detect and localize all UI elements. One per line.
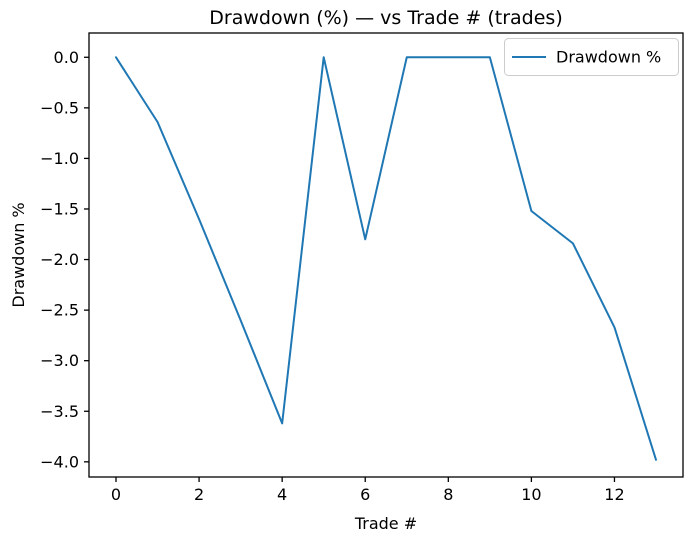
y-tick-label: −3.0 — [40, 351, 79, 370]
legend: Drawdown % — [504, 38, 679, 76]
y-tick-label: −1.5 — [40, 199, 79, 218]
x-axis-ticks: 0 2 4 6 8 10 12 — [111, 477, 625, 504]
y-axis-ticks: 0.0 −0.5 −1.0 −1.5 −2.0 −2.5 −3.0 −3.5 −4.0 — [40, 48, 89, 471]
drawdown-line — [115, 56, 657, 461]
chart-title: Drawdown (%) — vs Trade # (trades) — [209, 7, 562, 29]
y-tick-label: −0.5 — [40, 98, 79, 117]
x-tick-label: 4 — [277, 485, 287, 504]
x-tick-label: 12 — [604, 485, 624, 504]
x-tick-label: 10 — [521, 485, 541, 504]
x-tick-label: 0 — [111, 485, 121, 504]
x-axis-label: Trade # — [354, 514, 417, 533]
plot-area — [88, 32, 684, 478]
y-tick-label: −4.0 — [40, 452, 79, 471]
legend-label: Drawdown % — [556, 48, 661, 67]
x-tick-label: 6 — [360, 485, 370, 504]
x-tick-label: 2 — [194, 485, 204, 504]
y-tick-label: 0.0 — [54, 48, 79, 67]
y-axis-label: Drawdown % — [9, 202, 28, 307]
y-tick-label: −1.0 — [40, 149, 79, 168]
y-tick-label: −2.0 — [40, 250, 79, 269]
series-layer — [115, 56, 657, 461]
legend-box — [504, 38, 679, 76]
y-tick-label: −3.5 — [40, 402, 79, 421]
y-tick-label: −2.5 — [40, 301, 79, 320]
x-tick-label: 8 — [443, 485, 453, 504]
